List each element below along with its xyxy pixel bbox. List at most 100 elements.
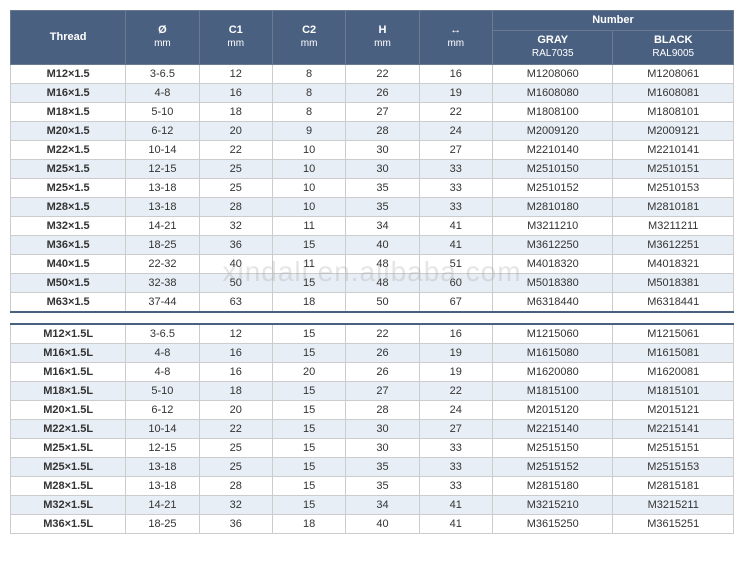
- cell-h: 48: [346, 254, 419, 273]
- cell-b: M1215061: [613, 324, 734, 344]
- cell-h: 50: [346, 292, 419, 312]
- table-row: M63×1.537-4463185067M6318440M6318441: [11, 292, 734, 312]
- cell-h: 34: [346, 216, 419, 235]
- cell-d: 4-8: [126, 83, 199, 102]
- cell-thread: M22×1.5L: [11, 419, 126, 438]
- cell-h: 26: [346, 83, 419, 102]
- spec-table: Thread Ømm C1mm C2mm Hmm ↔mm Number GRAY…: [10, 10, 734, 534]
- cell-d: 12-15: [126, 159, 199, 178]
- cell-c2: 20: [272, 362, 345, 381]
- cell-c2: 11: [272, 216, 345, 235]
- cell-w: 24: [419, 121, 492, 140]
- cell-b: M6318441: [613, 292, 734, 312]
- cell-b: M1615081: [613, 343, 734, 362]
- cell-b: M1208061: [613, 64, 734, 83]
- table-row: M40×1.522-3240114851M4018320M4018321: [11, 254, 734, 273]
- cell-c2: 8: [272, 102, 345, 121]
- cell-w: 19: [419, 362, 492, 381]
- cell-h: 27: [346, 102, 419, 121]
- table-body-1: M12×1.53-6.51282216M1208060M1208061M16×1…: [11, 64, 734, 312]
- cell-b: M2510153: [613, 178, 734, 197]
- cell-d: 3-6.5: [126, 324, 199, 344]
- table-container: xindali.en.alibaba.com Thread Ømm C1mm C…: [10, 10, 734, 534]
- cell-b: M1808101: [613, 102, 734, 121]
- cell-b: M2515151: [613, 438, 734, 457]
- cell-w: 41: [419, 495, 492, 514]
- cell-g: M2510152: [492, 178, 612, 197]
- cell-c1: 20: [199, 121, 272, 140]
- table-header: Thread Ømm C1mm C2mm Hmm ↔mm Number GRAY…: [11, 11, 734, 65]
- cell-d: 18-25: [126, 235, 199, 254]
- cell-w: 33: [419, 178, 492, 197]
- cell-d: 3-6.5: [126, 64, 199, 83]
- table-row: M36×1.518-2536154041M3612250M3612251: [11, 235, 734, 254]
- table-row: M32×1.514-2132113441M3211210M3211211: [11, 216, 734, 235]
- cell-c2: 10: [272, 140, 345, 159]
- cell-g: M3215210: [492, 495, 612, 514]
- cell-h: 35: [346, 476, 419, 495]
- table-row: M28×1.513-1828103533M2810180M2810181: [11, 197, 734, 216]
- cell-c2: 15: [272, 324, 345, 344]
- cell-h: 26: [346, 362, 419, 381]
- table-row: M12×1.5L3-6.512152216M1215060M1215061: [11, 324, 734, 344]
- table-body-2: M12×1.5L3-6.512152216M1215060M1215061M16…: [11, 324, 734, 534]
- cell-c1: 22: [199, 140, 272, 159]
- cell-g: M2009120: [492, 121, 612, 140]
- cell-w: 22: [419, 102, 492, 121]
- cell-thread: M50×1.5: [11, 273, 126, 292]
- cell-h: 35: [346, 178, 419, 197]
- cell-w: 51: [419, 254, 492, 273]
- cell-d: 14-21: [126, 216, 199, 235]
- col-number: Number: [492, 11, 733, 31]
- cell-c2: 15: [272, 438, 345, 457]
- table-row: M32×1.5L14-2132153441M3215210M3215211: [11, 495, 734, 514]
- cell-c1: 63: [199, 292, 272, 312]
- cell-thread: M32×1.5L: [11, 495, 126, 514]
- cell-w: 19: [419, 343, 492, 362]
- cell-d: 13-18: [126, 178, 199, 197]
- table-row: M16×1.54-81682619M1608080M1608081: [11, 83, 734, 102]
- cell-c2: 15: [272, 235, 345, 254]
- cell-thread: M36×1.5: [11, 235, 126, 254]
- cell-w: 41: [419, 235, 492, 254]
- cell-h: 40: [346, 514, 419, 533]
- cell-g: M1808100: [492, 102, 612, 121]
- cell-w: 60: [419, 273, 492, 292]
- cell-thread: M12×1.5L: [11, 324, 126, 344]
- cell-thread: M32×1.5: [11, 216, 126, 235]
- cell-g: M2515150: [492, 438, 612, 457]
- cell-h: 35: [346, 197, 419, 216]
- cell-h: 27: [346, 381, 419, 400]
- col-h: Hmm: [346, 11, 419, 65]
- col-thread: Thread: [11, 11, 126, 65]
- cell-c2: 11: [272, 254, 345, 273]
- cell-c2: 8: [272, 83, 345, 102]
- cell-b: M1620081: [613, 362, 734, 381]
- cell-c1: 28: [199, 197, 272, 216]
- table-row: M22×1.5L10-1422153027M2215140M2215141: [11, 419, 734, 438]
- cell-g: M1615080: [492, 343, 612, 362]
- cell-h: 35: [346, 457, 419, 476]
- table-row: M25×1.5L13-1825153533M2515152M2515153: [11, 457, 734, 476]
- table-row: M18×1.5L5-1018152722M1815100M1815101: [11, 381, 734, 400]
- cell-g: M2810180: [492, 197, 612, 216]
- cell-h: 48: [346, 273, 419, 292]
- table-spacer: [11, 312, 734, 324]
- cell-thread: M12×1.5: [11, 64, 126, 83]
- cell-d: 6-12: [126, 400, 199, 419]
- cell-h: 22: [346, 324, 419, 344]
- cell-c1: 36: [199, 235, 272, 254]
- cell-w: 33: [419, 476, 492, 495]
- cell-c1: 36: [199, 514, 272, 533]
- cell-c2: 10: [272, 159, 345, 178]
- cell-c2: 10: [272, 197, 345, 216]
- cell-g: M3211210: [492, 216, 612, 235]
- cell-b: M3215211: [613, 495, 734, 514]
- cell-w: 41: [419, 514, 492, 533]
- cell-c1: 28: [199, 476, 272, 495]
- cell-h: 30: [346, 159, 419, 178]
- table-row: M25×1.5L12-1525153033M2515150M2515151: [11, 438, 734, 457]
- cell-b: M2510151: [613, 159, 734, 178]
- cell-c1: 20: [199, 400, 272, 419]
- cell-g: M1815100: [492, 381, 612, 400]
